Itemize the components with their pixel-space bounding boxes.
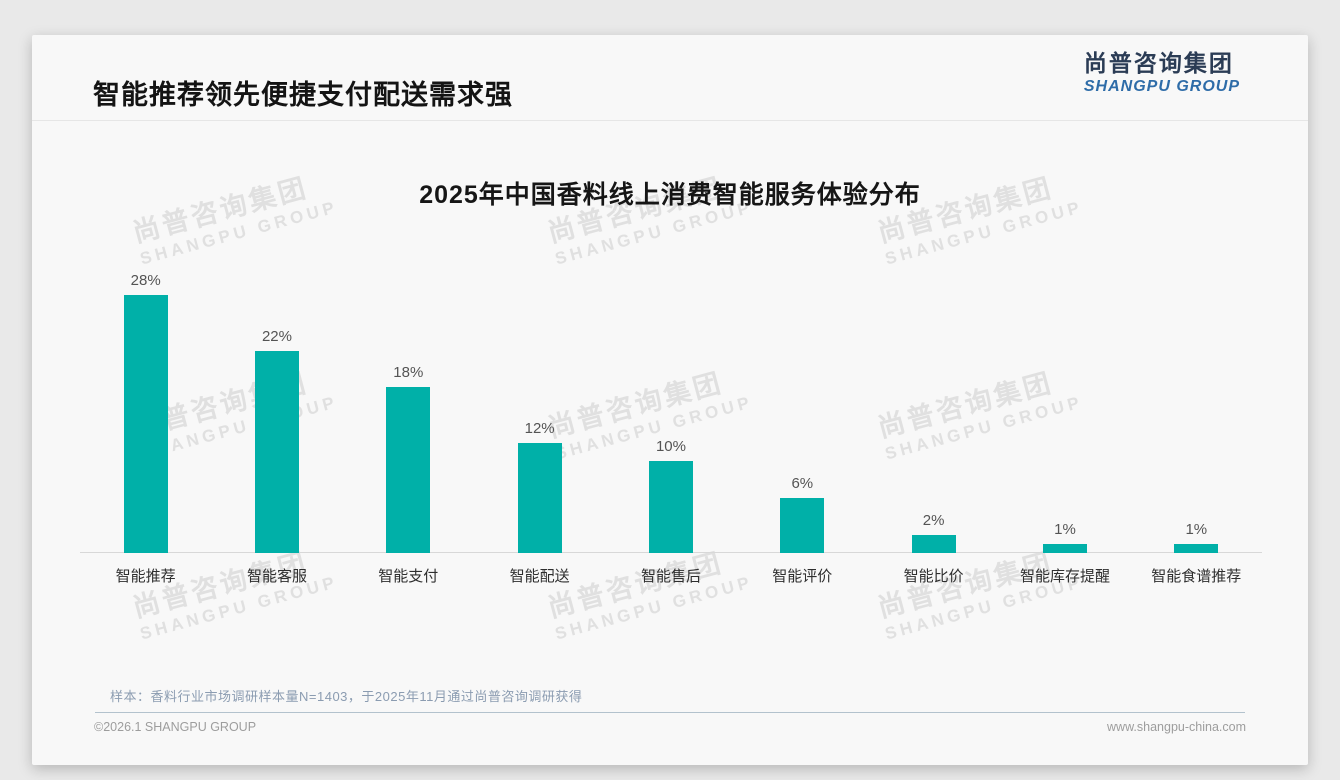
category-label: 智能比价 bbox=[903, 568, 964, 585]
bar bbox=[1174, 543, 1219, 553]
bar-value-label: 2% bbox=[922, 511, 945, 529]
bar-group: 18% 智能支付 bbox=[343, 253, 474, 585]
bar bbox=[1042, 543, 1087, 553]
bar-value-label: 22% bbox=[261, 327, 292, 345]
logo-english-name: SHANGPU GROUP bbox=[1083, 78, 1240, 96]
copyright-text: ©2026.1 SHANGPU GROUP bbox=[94, 720, 257, 734]
website-text: www.shangpu-china.com bbox=[1107, 720, 1246, 734]
bar-group: 1% 智能食谱推荐 bbox=[1131, 253, 1262, 585]
bar-value-label: 28% bbox=[130, 272, 161, 290]
category-label: 智能售后 bbox=[640, 568, 701, 585]
category-label: 智能评价 bbox=[772, 568, 833, 585]
bar-group: 6% 智能评价 bbox=[737, 253, 868, 585]
bar-value-label: 1% bbox=[1185, 520, 1208, 538]
company-logo: 尚普咨询集团 SHANGPU GROUP bbox=[1083, 50, 1240, 96]
page-title: 智能推荐领先便捷支付配送需求强 bbox=[93, 80, 513, 110]
bar bbox=[254, 350, 299, 553]
category-label: 智能食谱推荐 bbox=[1151, 568, 1242, 585]
bar-value-label: 18% bbox=[393, 364, 424, 382]
bar-group: 2% 智能比价 bbox=[868, 253, 999, 585]
sample-note: 样本：香料行业市场调研样本量N=1403，于2025年11月通过尚普咨询调研获得 bbox=[110, 689, 583, 704]
bar-value-label: 1% bbox=[1054, 520, 1076, 538]
header-divider bbox=[32, 120, 1308, 121]
bar bbox=[648, 461, 693, 553]
slide-card: 尚普咨询集团 SHANGPU GROUP 尚普咨询集团 SHANGPU GROUP 尚普… bbox=[32, 35, 1308, 765]
bar-value-label: 10% bbox=[655, 438, 686, 455]
footer-divider bbox=[95, 712, 1245, 713]
bar-group: 1% 智能库存提醒 bbox=[999, 253, 1130, 585]
category-label: 智能支付 bbox=[378, 568, 439, 585]
category-label: 智能推荐 bbox=[115, 568, 176, 585]
bar bbox=[911, 534, 956, 553]
chart-title: 2025年中国香料线上消费智能服务体验分布 bbox=[419, 181, 921, 209]
bar-value-label: 6% bbox=[791, 474, 814, 492]
category-label: 智能库存提醒 bbox=[1019, 568, 1110, 585]
bar-group: 12% 智能配送 bbox=[474, 253, 605, 585]
bar-value-label: 12% bbox=[524, 419, 555, 437]
bar bbox=[386, 387, 431, 553]
logo-chinese-name: 尚普咨询集团 bbox=[1083, 50, 1234, 76]
category-label: 智能配送 bbox=[509, 568, 570, 585]
bar-chart: 28% 智能推荐 22% 智能客服 18% 智能支付 12% 智能配送 10% 智能售后 6% 智能评… bbox=[80, 253, 1262, 585]
category-label: 智能客服 bbox=[246, 568, 307, 585]
bar-group: 22% 智能客服 bbox=[211, 253, 342, 585]
bar-group: 10% 智能售后 bbox=[605, 253, 736, 585]
bar bbox=[780, 497, 825, 553]
bar bbox=[123, 295, 168, 553]
bar-group: 28% 智能推荐 bbox=[80, 253, 211, 585]
bar bbox=[517, 442, 562, 553]
